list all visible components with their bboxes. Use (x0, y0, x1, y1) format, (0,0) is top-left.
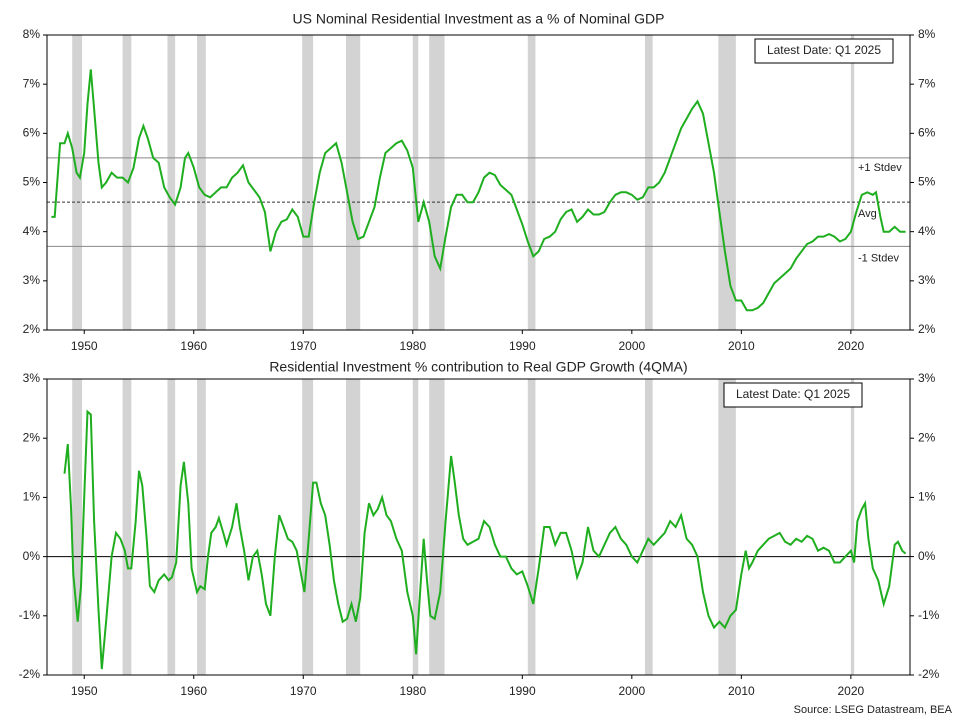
x-tick-label: 1960 (180, 684, 207, 698)
y2-tick-label: -2% (918, 667, 940, 681)
recession-band (345, 379, 361, 675)
recession-band (197, 379, 206, 675)
y2-tick-label: 5% (918, 175, 936, 189)
recession-band (72, 379, 83, 675)
recession-band (122, 379, 132, 675)
recession-band (302, 379, 314, 675)
y-tick-label: -2% (19, 667, 41, 681)
y-tick-label: 3% (23, 273, 41, 287)
x-tick-label: 1950 (71, 684, 98, 698)
recession-band (302, 35, 314, 330)
recession-band (718, 379, 736, 675)
data-line (63, 409, 907, 670)
y2-tick-label: 3% (918, 371, 936, 385)
y-tick-label: 5% (23, 175, 41, 189)
x-tick-label: 1990 (509, 339, 536, 353)
y2-tick-label: 0% (918, 549, 936, 563)
y-tick-label: 2% (23, 430, 41, 444)
y-tick-label: 8% (23, 27, 41, 41)
y2-tick-label: 6% (918, 126, 936, 140)
chart-title: US Nominal Residential Investment as a %… (293, 11, 665, 27)
annotation-box (754, 38, 894, 64)
recession-band (197, 35, 206, 330)
x-tick-label: 2000 (618, 684, 645, 698)
plot-frame (46, 34, 911, 331)
plot-frame (46, 378, 911, 676)
y-tick-label: -1% (19, 608, 41, 622)
x-tick-label: 2020 (838, 339, 865, 353)
annotation: Latest Date: Q1 2025 (767, 43, 881, 57)
y-tick-label: 2% (23, 322, 41, 336)
y2-tick-label: 8% (918, 27, 936, 41)
y2-tick-label: -1% (918, 608, 940, 622)
x-tick-label: 1980 (399, 684, 426, 698)
recession-band (72, 35, 83, 330)
y-tick-label: 3% (23, 371, 41, 385)
reference-label: -1 Stdev (858, 252, 899, 264)
recession-band (412, 379, 419, 675)
x-tick-label: 1990 (509, 684, 536, 698)
x-tick-label: 1960 (180, 339, 207, 353)
recession-band (167, 379, 176, 675)
recession-band (429, 35, 445, 330)
x-tick-label: 2020 (838, 684, 865, 698)
recession-band (412, 35, 419, 330)
y2-tick-label: 4% (918, 224, 936, 238)
y-tick-label: 6% (23, 126, 41, 140)
source-note: Source: LSEG Datastream, BEA (794, 704, 953, 716)
x-tick-label: 1980 (399, 339, 426, 353)
chart-title: Residential Investment % contribution to… (269, 359, 687, 375)
recession-band (345, 35, 361, 330)
y2-tick-label: 3% (918, 273, 936, 287)
x-tick-label: 1970 (290, 684, 317, 698)
recession-band (167, 35, 176, 330)
x-tick-label: 2000 (618, 339, 645, 353)
y-tick-label: 1% (23, 490, 41, 504)
y2-tick-label: 2% (918, 430, 936, 444)
recession-band (527, 379, 536, 675)
annotation: Latest Date: Q1 2025 (736, 387, 850, 401)
recession-band (527, 35, 536, 330)
reference-label: +1 Stdev (858, 162, 902, 174)
annotation-box (723, 382, 863, 408)
recession-band (718, 35, 736, 330)
reference-label: Avg (858, 208, 877, 220)
y-tick-label: 4% (23, 224, 41, 238)
y2-tick-label: 1% (918, 490, 936, 504)
recession-band (429, 379, 445, 675)
y-tick-label: 0% (23, 549, 41, 563)
y2-tick-label: 2% (918, 322, 936, 336)
x-tick-label: 1970 (290, 339, 317, 353)
recession-band (644, 379, 653, 675)
y2-tick-label: 7% (918, 76, 936, 90)
x-tick-label: 2010 (728, 684, 755, 698)
recession-band (850, 35, 855, 330)
recession-band (850, 379, 855, 675)
x-tick-label: 1950 (71, 339, 98, 353)
y-tick-label: 7% (23, 76, 41, 90)
recession-band (644, 35, 653, 330)
data-line (51, 69, 906, 312)
x-tick-label: 2010 (728, 339, 755, 353)
